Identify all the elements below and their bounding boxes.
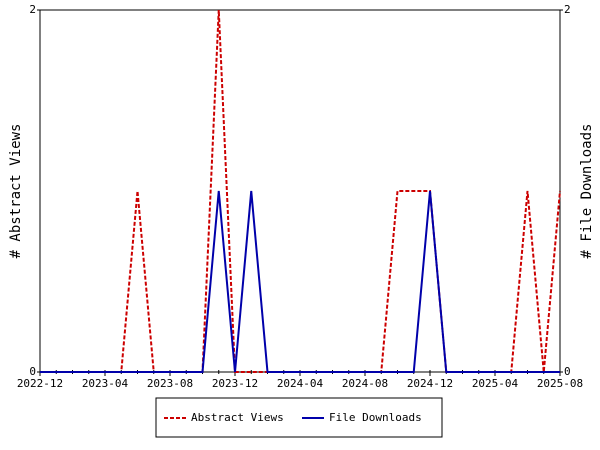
y2-tick-label: 0: [564, 365, 571, 378]
y-tick-label: 0: [29, 365, 36, 378]
legend-label: File Downloads: [329, 411, 422, 424]
x-tick-label: 2025-08: [537, 377, 583, 390]
y-tick-label: 2: [29, 3, 36, 16]
y2-axis-title: # File Downloads: [579, 124, 595, 259]
plot-frame: [39, 9, 561, 373]
x-tick-label: 2022-12: [17, 377, 63, 390]
x-tick-label: 2024-12: [407, 377, 453, 390]
y2-tick-label: 2: [564, 3, 571, 16]
x-tick-label: 2025-04: [472, 377, 519, 390]
legend-label: Abstract Views: [191, 411, 284, 424]
x-tick-label: 2023-12: [212, 377, 258, 390]
legend-box: [155, 397, 443, 438]
x-tick-label: 2024-04: [277, 377, 324, 390]
x-tick-label: 2023-08: [147, 377, 193, 390]
y-axis-title: # Abstract Views: [8, 124, 24, 259]
x-tick-label: 2024-08: [342, 377, 388, 390]
series-line: [40, 9, 561, 373]
series-line: [40, 190, 560, 373]
x-tick-label: 2023-04: [82, 377, 129, 390]
